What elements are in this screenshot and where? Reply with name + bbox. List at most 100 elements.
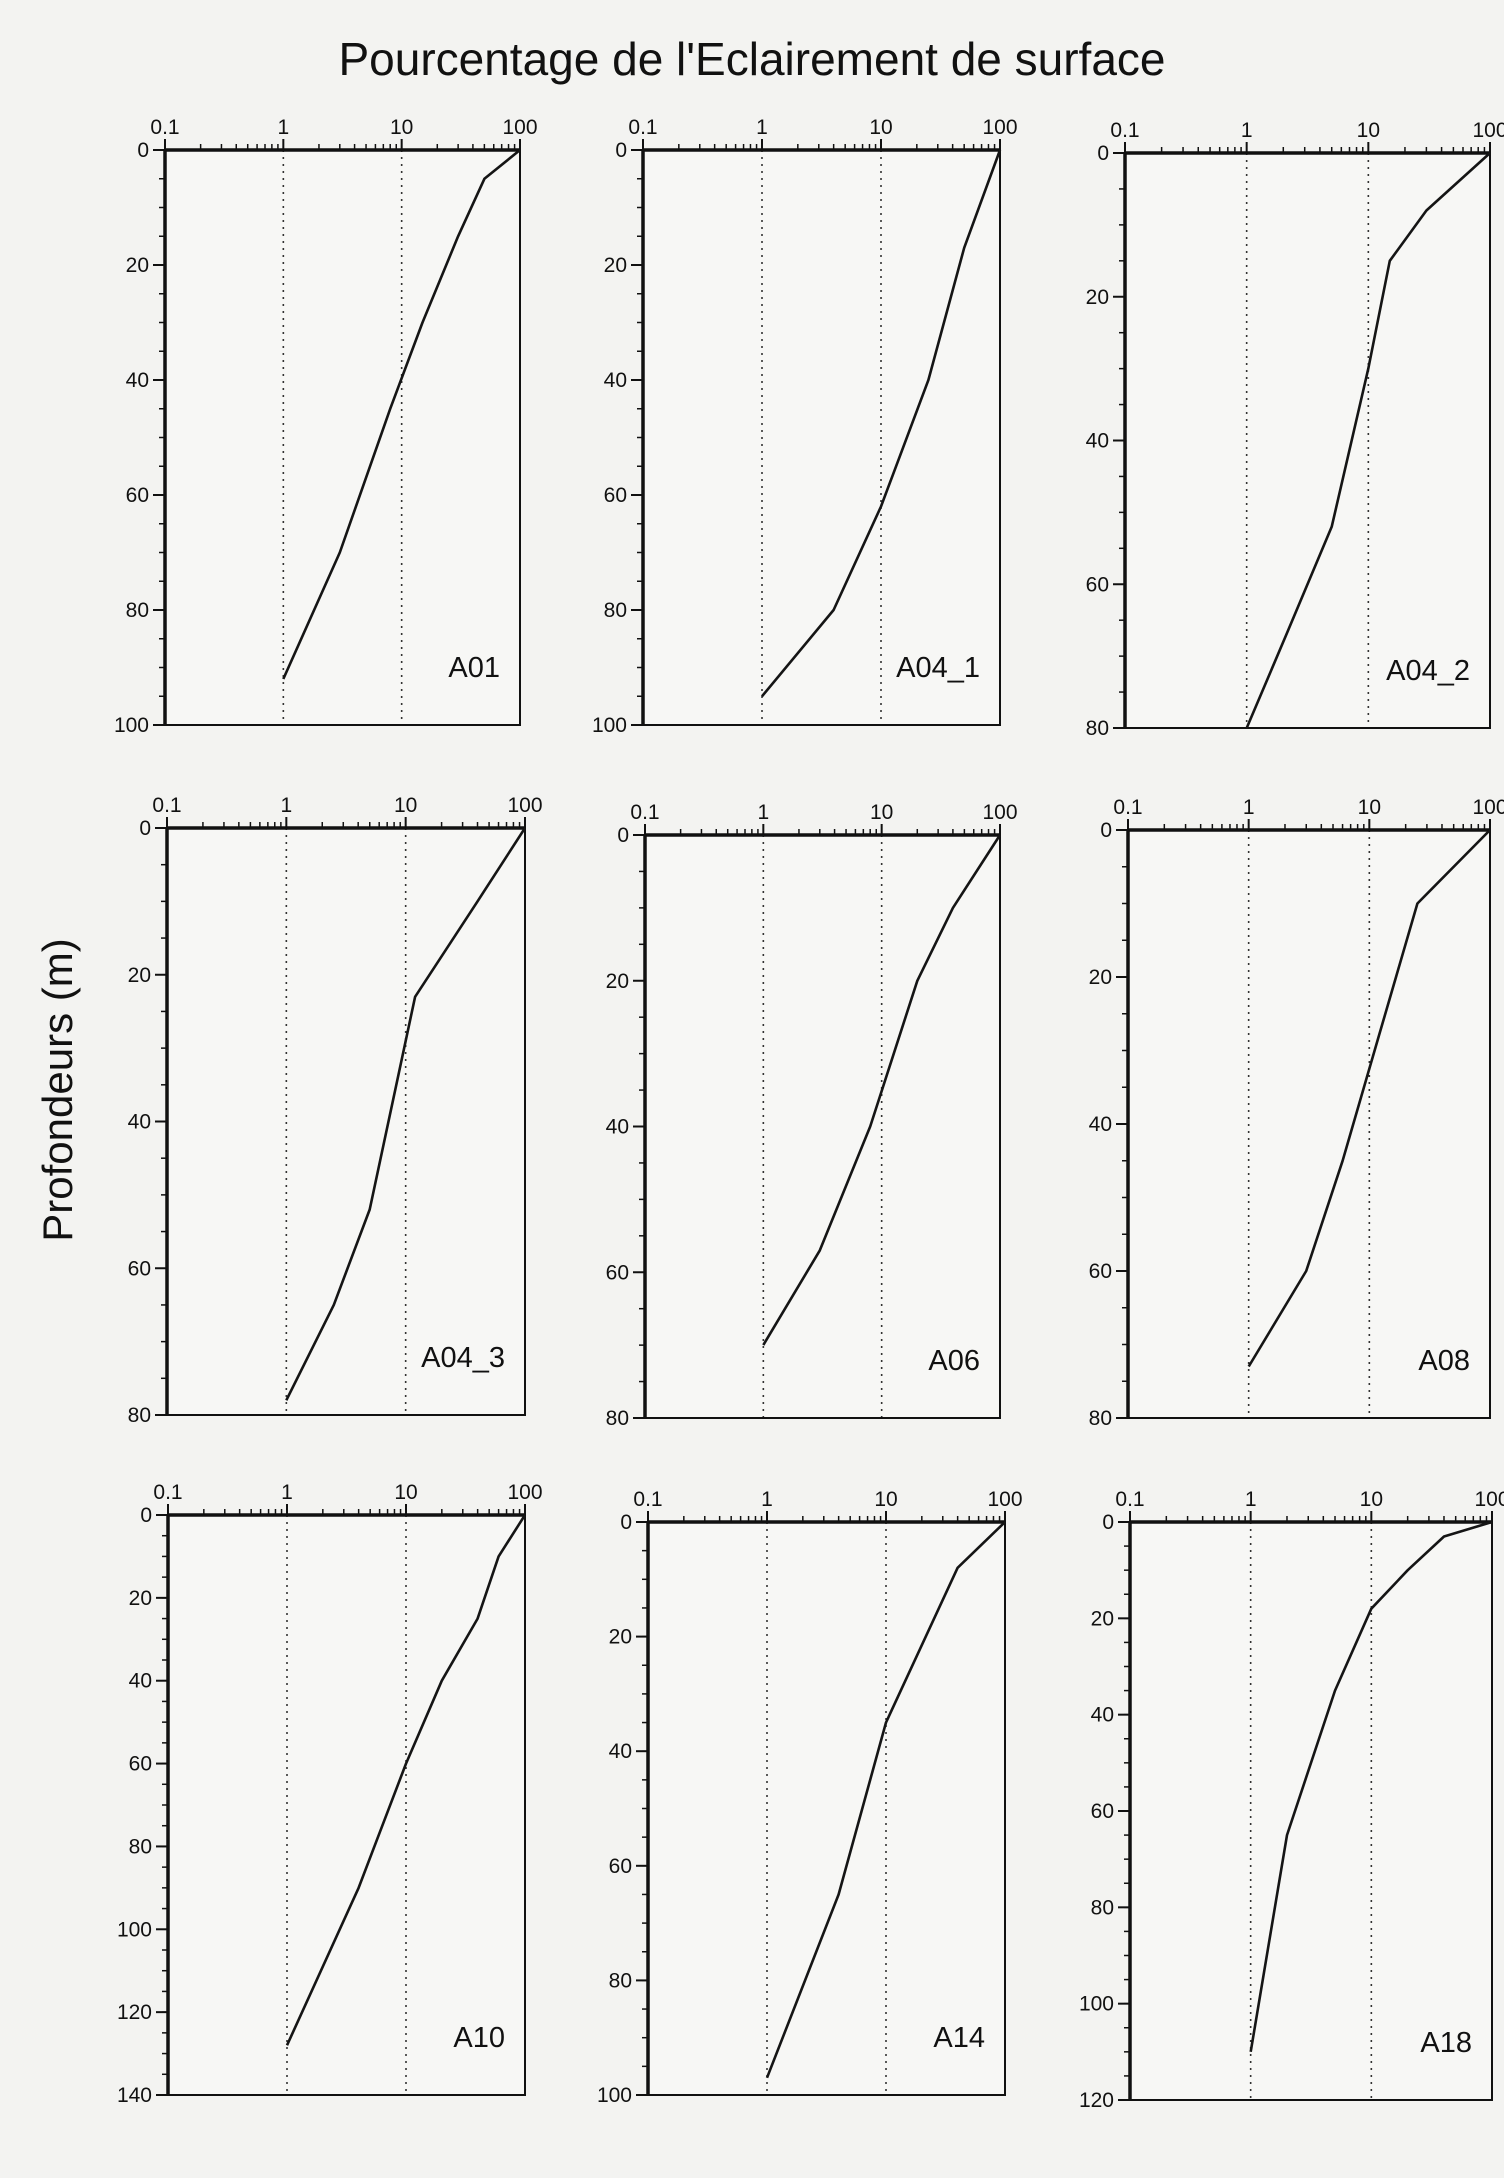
x-tick-label: 0.1: [1113, 796, 1142, 819]
y-tick-label: 80: [129, 1835, 152, 1858]
panel-label-a08: A08: [1418, 1345, 1470, 1377]
x-tick-label: 100: [502, 116, 537, 139]
series-line-a04_1: [760, 149, 1002, 698]
y-tick-label: 120: [117, 2001, 152, 2024]
x-tick-label: 1: [1245, 1488, 1257, 1511]
y-tick-label: 0: [1100, 819, 1112, 842]
y-tick-label: 80: [1086, 717, 1109, 740]
x-tick-label: 1: [281, 1481, 293, 1504]
panel-label-a06: A06: [928, 1345, 980, 1377]
x-tick-label: 0.1: [633, 1488, 662, 1511]
y-tick-label: 60: [128, 1257, 151, 1280]
y-tick-label: 20: [609, 1626, 632, 1649]
x-tick-label: 10: [1357, 119, 1380, 142]
panel-label-a04_2: A04_2: [1386, 655, 1470, 687]
x-tick-label: 100: [982, 116, 1017, 139]
panel-label-a04_3: A04_3: [421, 1342, 505, 1374]
y-tick-label: 60: [126, 484, 149, 507]
y-tick-label: 100: [592, 714, 627, 737]
y-tick-label: 20: [1089, 966, 1112, 989]
panel-a01: 0.1 1 10 100 0 20 40 60 80 100 A01: [114, 116, 538, 737]
x-tick-label: 10: [390, 116, 413, 139]
y-tick-label: 40: [1089, 1113, 1112, 1136]
x-tick-label: 0.1: [150, 116, 179, 139]
x-tick-label: 100: [507, 1481, 542, 1504]
y-tick-label: 0: [139, 817, 151, 840]
panel-background: [1128, 830, 1490, 1418]
x-tick-label: 10: [874, 1488, 897, 1511]
y-tick-label: 0: [140, 1504, 152, 1527]
x-tick-label: 1: [1243, 796, 1255, 819]
y-tick-label: 0: [1097, 142, 1109, 165]
y-tick-label: 20: [126, 254, 149, 277]
y-tick-label: 60: [1086, 573, 1109, 596]
panel-background: [648, 1522, 1005, 2095]
y-tick-label: 40: [1091, 1704, 1114, 1727]
y-tick-label: 0: [1102, 1511, 1114, 1534]
y-tick-label: 100: [114, 714, 149, 737]
x-tick-label: 100: [1472, 796, 1504, 819]
y-tick-label: 100: [597, 2084, 632, 2107]
y-tick-label: 80: [126, 599, 149, 622]
y-tick-label: 20: [606, 970, 629, 993]
series-line-a01: [282, 148, 521, 680]
x-tick-label: 100: [987, 1488, 1022, 1511]
y-tick-label: 80: [1091, 1896, 1114, 1919]
y-tick-label: 0: [620, 1511, 632, 1534]
y-tick-label: 80: [1089, 1407, 1112, 1430]
x-tick-label: 10: [394, 1481, 417, 1504]
x-tick-label: 100: [982, 801, 1017, 824]
y-tick-label: 20: [604, 254, 627, 277]
x-tick-label: 10: [1358, 796, 1381, 819]
y-tick-label: 100: [1079, 1993, 1114, 2016]
y-tick-label: 0: [137, 139, 149, 162]
panel-background: [165, 150, 520, 725]
panel-label-a01: A01: [448, 652, 500, 684]
main-title: Pourcentage de l'Eclairement de surface: [338, 33, 1166, 85]
y-tick-label: 80: [128, 1404, 151, 1427]
y-tick-label: 60: [129, 1753, 152, 1776]
y-tick-label: 40: [604, 369, 627, 392]
series-line-a04_2: [1245, 152, 1491, 729]
y-tick-label: 80: [609, 1969, 632, 1992]
y-tick-label: 20: [1086, 286, 1109, 309]
x-tick-label: 0.1: [628, 116, 657, 139]
x-tick-label: 100: [1472, 119, 1504, 142]
y-tick-label: 60: [604, 484, 627, 507]
panel-a04_2: 0.1 1 10 100 0 20 40 60 80 A04_2: [1086, 119, 1504, 740]
panel-label-a18: A18: [1420, 2027, 1472, 2059]
y-tick-label: 60: [1089, 1260, 1112, 1283]
y-tick-label: 60: [1091, 1800, 1114, 1823]
x-tick-label: 0.1: [630, 801, 659, 824]
panel-label-a10: A10: [453, 2022, 505, 2054]
series-line-a10: [285, 1514, 527, 2046]
y-tick-label: 0: [615, 139, 627, 162]
y-tick-label: 140: [117, 2084, 152, 2107]
y-tick-label: 60: [609, 1855, 632, 1878]
x-tick-label: 10: [1360, 1488, 1383, 1511]
series-line-a04_3: [285, 827, 527, 1401]
panel-background: [167, 828, 525, 1415]
x-tick-label: 1: [761, 1488, 773, 1511]
y-tick-label: 80: [606, 1407, 629, 1430]
panel-background: [1130, 1522, 1492, 2100]
x-tick-label: 1: [1241, 119, 1253, 142]
y-tick-label: 60: [606, 1261, 629, 1284]
y-tick-label: 0: [617, 824, 629, 847]
panel-background: [168, 1515, 525, 2095]
series-line-a08: [1247, 829, 1491, 1368]
y-tick-label: 40: [129, 1670, 152, 1693]
panel-label-a04_1: A04_1: [896, 652, 980, 684]
y-tick-label: 20: [1091, 1607, 1114, 1630]
panel-a14: 0.1 1 10 100 0 20 40 60 80 100 A14: [597, 1488, 1023, 2107]
y-tick-label: 100: [117, 1918, 152, 1941]
x-tick-label: 0.1: [153, 1481, 182, 1504]
y-tick-label: 120: [1079, 2089, 1114, 2112]
y-tick-label: 40: [126, 369, 149, 392]
x-tick-label: 1: [280, 794, 292, 817]
y-tick-label: 20: [129, 1587, 152, 1610]
x-tick-label: 0.1: [1115, 1488, 1144, 1511]
x-tick-label: 0.1: [1110, 119, 1139, 142]
